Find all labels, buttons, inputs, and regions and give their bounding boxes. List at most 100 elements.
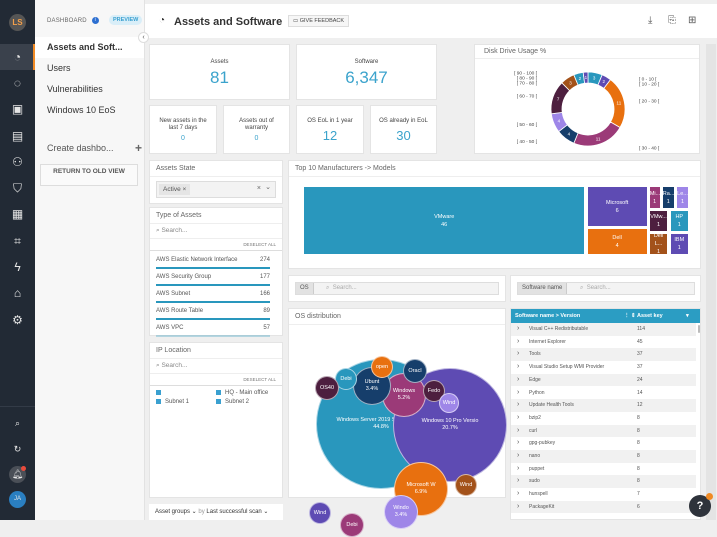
os-search-input[interactable]: OS ⌕ Search... (295, 282, 499, 295)
monitor-icon[interactable]: ▣ (11, 102, 24, 116)
os-bubble[interactable]: Oracl (403, 359, 427, 383)
ip-checkbox[interactable]: HQ - Main office (216, 390, 286, 396)
table-row[interactable]: › puppet 8 (511, 463, 696, 476)
nav-item-assets-software[interactable]: Assets and Soft... (35, 37, 144, 58)
asset-type-row[interactable]: AWS Elastic Network Interface 274 (150, 254, 282, 271)
os-bubble[interactable]: open (371, 356, 393, 378)
os-bubble[interactable]: Wind (455, 474, 477, 496)
type-search-input[interactable]: ⌕ Search... (150, 224, 282, 239)
table-row[interactable]: › sudo 8 (511, 475, 696, 489)
page-scrollbar[interactable] (706, 44, 716, 520)
treemap-tile[interactable]: Ra... 1 (661, 186, 675, 209)
diagram-icon[interactable]: ⌗ (14, 234, 21, 248)
assets-state-select[interactable]: Active × × ⌄ (156, 181, 276, 198)
ip-checkbox[interactable] (156, 390, 216, 396)
shield-icon[interactable]: ⛉ (12, 181, 22, 195)
kpi-out-of-warranty[interactable]: Assets out of warranty 0 (223, 105, 290, 154)
kpi-assets[interactable]: Assets 81 (149, 44, 290, 100)
expand-chevron-icon[interactable]: › (517, 363, 520, 371)
treemap-tile[interactable]: Dell L... 1 (648, 233, 669, 255)
os-bubble[interactable]: Wind (309, 502, 331, 524)
info-icon[interactable]: i (91, 17, 99, 24)
table-row[interactable]: › nano 8 (511, 450, 696, 463)
table-row[interactable]: › Edge 24 (511, 373, 696, 387)
expand-chevron-icon[interactable]: › (517, 325, 520, 332)
expand-chevron-icon[interactable]: › (517, 401, 520, 409)
kpi-software[interactable]: Software 6,347 (296, 44, 437, 100)
expand-chevron-icon[interactable]: › (517, 388, 520, 396)
expand-chevron-icon[interactable]: › (517, 350, 520, 358)
ip-checkbox[interactable]: Subnet 1 (156, 399, 216, 405)
search-icon[interactable]: ⌕ (14, 418, 21, 428)
avatar[interactable]: JA (9, 491, 26, 508)
sort-dropdown[interactable]: Last successful scan ⌄ (206, 509, 269, 515)
deselect-all-button[interactable]: DESELECT ALL (150, 374, 282, 386)
clear-icon[interactable]: × (256, 185, 261, 192)
add-widget-icon[interactable]: ⊞ (688, 15, 697, 26)
export-icon[interactable]: ⎘ (668, 15, 676, 26)
refresh-icon[interactable]: ↻ (13, 444, 22, 454)
return-old-view-button[interactable]: RETURN TO OLD VIEW (40, 164, 138, 186)
table-row[interactable]: › Visual Studio Setup WMI Provider 37 (511, 361, 696, 374)
create-dashboard-button[interactable]: Create dashbo... + (47, 141, 142, 155)
os-bubble[interactable]: Wind (439, 393, 459, 413)
column-menu-icon[interactable]: ⋮ ⇕ (624, 313, 636, 319)
treemap-tile[interactable]: VMware 46 (303, 186, 586, 255)
dashboard-icon[interactable]: ◔ (13, 50, 22, 64)
table-row[interactable]: › PackageKit 6 (511, 500, 696, 514)
nav-item-windows10-eos[interactable]: Windows 10 EoS (47, 105, 116, 115)
donut-slice[interactable] (603, 79, 626, 129)
os-bubble[interactable]: OS40 (315, 376, 339, 400)
expand-chevron-icon[interactable]: › (517, 375, 520, 383)
asset-type-row[interactable]: AWS Subnet 166 (150, 288, 282, 305)
collapse-nav-button[interactable]: ‹ (138, 32, 149, 43)
table-row[interactable]: › Tools 37 (511, 348, 696, 362)
os-bubble[interactable]: Debi (340, 513, 364, 537)
kpi-os-in-eol[interactable]: OS already in EoL 30 (370, 105, 437, 154)
expand-chevron-icon[interactable]: › (517, 337, 520, 345)
table-row[interactable]: › gpg-pubkey 8 (511, 437, 696, 450)
users-icon[interactable]: ⚇ (12, 155, 23, 169)
ip-checkbox[interactable]: Subnet 2 (216, 399, 286, 405)
treemap-tile[interactable]: Le... 1 (676, 186, 689, 209)
os-bubble[interactable]: Windo 3.4% (384, 495, 418, 529)
scrollbar-thumb[interactable] (698, 325, 700, 333)
table-row[interactable]: › curl 8 (511, 424, 696, 438)
kpi-os-eol-1-year[interactable]: OS EoL in 1 year 12 (296, 105, 364, 154)
software-search-input[interactable]: Software name ⌕ Search... (517, 282, 695, 295)
treemap-tile[interactable]: Mi... 1 (648, 186, 661, 209)
expand-chevron-icon[interactable]: › (517, 490, 520, 498)
give-feedback-button[interactable]: ▭ GIVE FEEDBACK (288, 15, 350, 27)
expand-chevron-icon[interactable]: › (517, 439, 520, 447)
expand-chevron-icon[interactable]: › (517, 502, 520, 510)
treemap-tile[interactable]: Microsoft 6 (586, 186, 648, 227)
table-row[interactable]: › Visual C++ Redistributable 114 (511, 323, 696, 336)
chevron-down-icon[interactable]: ⌄ (265, 184, 271, 191)
deselect-all-button[interactable]: DESELECT ALL (150, 239, 282, 251)
gear-icon[interactable]: ⚙ (12, 313, 23, 327)
asset-type-row[interactable]: AWS Route Table 89 (150, 305, 282, 322)
download-icon[interactable]: ⤓ (648, 15, 653, 26)
ip-search-input[interactable]: ⌕ Search... (150, 359, 282, 374)
chip-remove-icon[interactable]: × (182, 186, 187, 193)
asset-type-row[interactable]: AWS VPC 57 (150, 322, 282, 339)
column-header-software[interactable]: Software name > Version (515, 313, 581, 319)
software-icon[interactable]: ▤ (11, 129, 24, 143)
expand-chevron-icon[interactable]: › (517, 426, 520, 434)
treemap-tile[interactable]: IBM 1 (669, 233, 689, 255)
table-row[interactable]: › Python 14 (511, 387, 696, 400)
treemap-tile[interactable]: VMw... 1 (648, 210, 669, 232)
table-row[interactable]: › bzip2 8 (511, 412, 696, 425)
lightning-icon[interactable]: ϟ (14, 260, 21, 274)
donut-slice[interactable] (573, 121, 621, 147)
expand-chevron-icon[interactable]: › (517, 452, 520, 459)
treemap-tile[interactable]: HP 1 (669, 210, 689, 232)
chart-icon[interactable]: ▦ (11, 207, 24, 221)
column-header-asset-key[interactable]: Asset key (637, 313, 663, 319)
table-row[interactable]: › Update Health Tools 12 (511, 399, 696, 412)
asset-groups-dropdown[interactable]: Asset groups ⌄ (155, 509, 197, 515)
reports-icon[interactable]: ◌ (13, 76, 22, 90)
treemap-tile[interactable]: Dell 4 (586, 228, 648, 255)
table-row[interactable]: › hunspell 7 (511, 488, 696, 501)
app-logo[interactable]: LS (9, 14, 26, 31)
